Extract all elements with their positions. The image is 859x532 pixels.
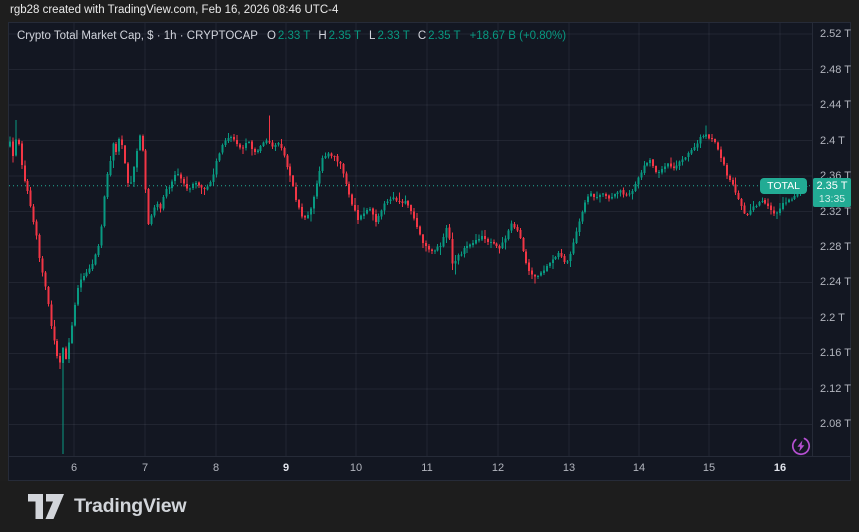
date-tick-label: 9 xyxy=(282,462,290,474)
ohlc-values: O 2.33 T H 2.35 T L 2.33 T C 2.35 T xyxy=(267,30,461,42)
chart-legend: Crypto Total Market Cap, $ · 1h · CRYPTO… xyxy=(17,30,566,42)
price-scale[interactable]: 2.52 T 2.48 T 2.44 T 2.4 T 2.36 T 2.32 T 2.28 … xyxy=(812,23,852,456)
tradingview-logo-icon[interactable] xyxy=(28,494,64,519)
time-scale[interactable]: 6 7 8 9 10 11 12 13 14 15 16 xyxy=(9,456,850,481)
footer-bar: TradingView xyxy=(0,481,859,532)
price-tick-label: 2.16 T xyxy=(820,347,851,360)
ohlc-O: O 2.33 T xyxy=(266,30,311,42)
change-value: +18.67 B (+0.80%) xyxy=(469,30,567,42)
price-tick-label: 2.28 T xyxy=(820,240,851,253)
date-tick-label: 7 xyxy=(141,462,149,474)
date-tick-label: 10 xyxy=(349,462,363,474)
price-tick-label: 2.52 T xyxy=(820,28,851,40)
candlestick-chart[interactable] xyxy=(9,23,812,456)
price-line-source-badge[interactable]: TOTAL xyxy=(760,177,807,194)
date-tick-label: 16 xyxy=(773,462,787,474)
price-tick-label: 2.48 T xyxy=(820,63,851,76)
price-tick-label: 2.44 T xyxy=(820,99,851,111)
date-tick-label: 11 xyxy=(421,462,433,474)
candlestick-series xyxy=(9,115,808,454)
flash-icon xyxy=(790,435,812,457)
last-price-badge: 2.35 T 13:35 xyxy=(813,177,851,207)
price-tick-label: 2.4 T xyxy=(820,134,845,147)
ohlc-L: L 2.33 T xyxy=(369,30,410,42)
last-time-label: 13:35 xyxy=(818,192,846,205)
tradingview-wordmark[interactable]: TradingView xyxy=(74,495,187,517)
date-tick-label: 8 xyxy=(212,462,220,474)
last-price-label: 2.35 T xyxy=(816,179,848,192)
date-tick-label: 13 xyxy=(562,462,576,474)
date-tick-label: 15 xyxy=(702,462,716,474)
price-tick-label: 2.08 T xyxy=(820,418,851,431)
price-tick-label: 2.32 T xyxy=(820,205,851,218)
chart-plot-area[interactable]: Crypto Total Market Cap, $ · 1h · CRYPTO… xyxy=(9,23,812,456)
chart-widget: Crypto Total Market Cap, $ · 1h · CRYPTO… xyxy=(8,22,851,481)
date-tick-label: 6 xyxy=(70,462,78,474)
creation-caption: rgb28 created with TradingView.com, Feb … xyxy=(10,4,339,16)
price-tick-label: 2.24 T xyxy=(820,276,851,289)
ohlc-H: H 2.35 T xyxy=(318,30,362,42)
ohlc-C: C 2.35 T xyxy=(417,30,461,42)
price-tick-label: 2.12 T xyxy=(820,382,851,395)
price-tick-label: 2.2 T xyxy=(820,311,845,324)
date-tick-label: 14 xyxy=(632,462,646,474)
symbol-title[interactable]: Crypto Total Market Cap, $ · 1h · CRYPTO… xyxy=(17,30,258,42)
date-tick-label: 12 xyxy=(491,462,505,474)
